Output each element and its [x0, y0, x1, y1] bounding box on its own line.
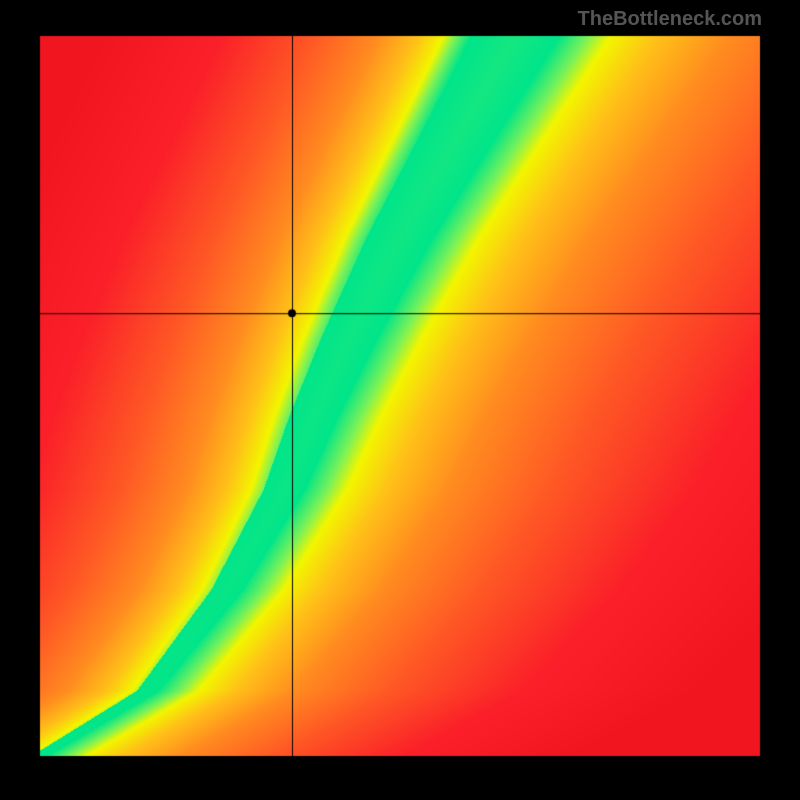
bottleneck-heatmap: [0, 0, 800, 800]
chart-container: { "type": "heatmap", "watermark": { "tex…: [0, 0, 800, 800]
watermark-text: TheBottleneck.com: [578, 8, 762, 31]
